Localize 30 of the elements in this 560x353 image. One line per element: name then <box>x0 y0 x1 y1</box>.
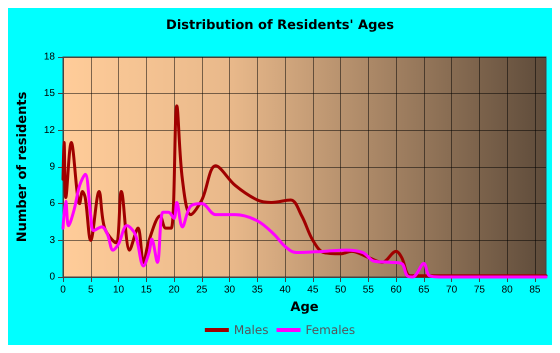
x-tick-label: 40 <box>280 284 292 296</box>
x-tick-label: 70 <box>446 284 458 296</box>
x-tick-label: 75 <box>474 284 486 296</box>
y-tick-label: 9 <box>49 162 56 172</box>
y-tick-label: 18 <box>44 52 56 62</box>
x-tick-label: 65 <box>418 284 430 296</box>
y-tick-label: 15 <box>44 88 56 100</box>
y-tick-label: 6 <box>49 198 56 210</box>
legend-label: Males <box>234 323 269 337</box>
y-axis-title: Number of residents <box>15 91 30 242</box>
y-tick-label: 12 <box>44 124 56 136</box>
x-tick-label: 35 <box>252 284 264 296</box>
x-tick-label: 80 <box>502 284 514 296</box>
x-tick-label: 20 <box>168 284 180 296</box>
x-tick-label: 45 <box>307 284 319 296</box>
y-tick-label: 3 <box>49 234 56 246</box>
x-axis-title: Age <box>290 300 319 315</box>
x-tick-label: 0 <box>60 284 66 296</box>
x-tick-label: 55 <box>362 284 374 296</box>
x-tick-label: 30 <box>224 284 236 296</box>
legend-label: Females <box>306 323 356 337</box>
x-tick-label: 85 <box>529 284 541 296</box>
y-tick-label: 0 <box>49 272 56 282</box>
x-tick-label: 5 <box>88 284 94 296</box>
x-tick-label: 10 <box>112 284 125 296</box>
x-tick-label: 25 <box>196 284 208 296</box>
x-tick-label: 50 <box>335 284 347 296</box>
chart-title: Distribution of Residents' Ages <box>166 18 394 33</box>
x-tick-label: 15 <box>140 284 152 296</box>
x-tick-label: 60 <box>390 284 402 296</box>
